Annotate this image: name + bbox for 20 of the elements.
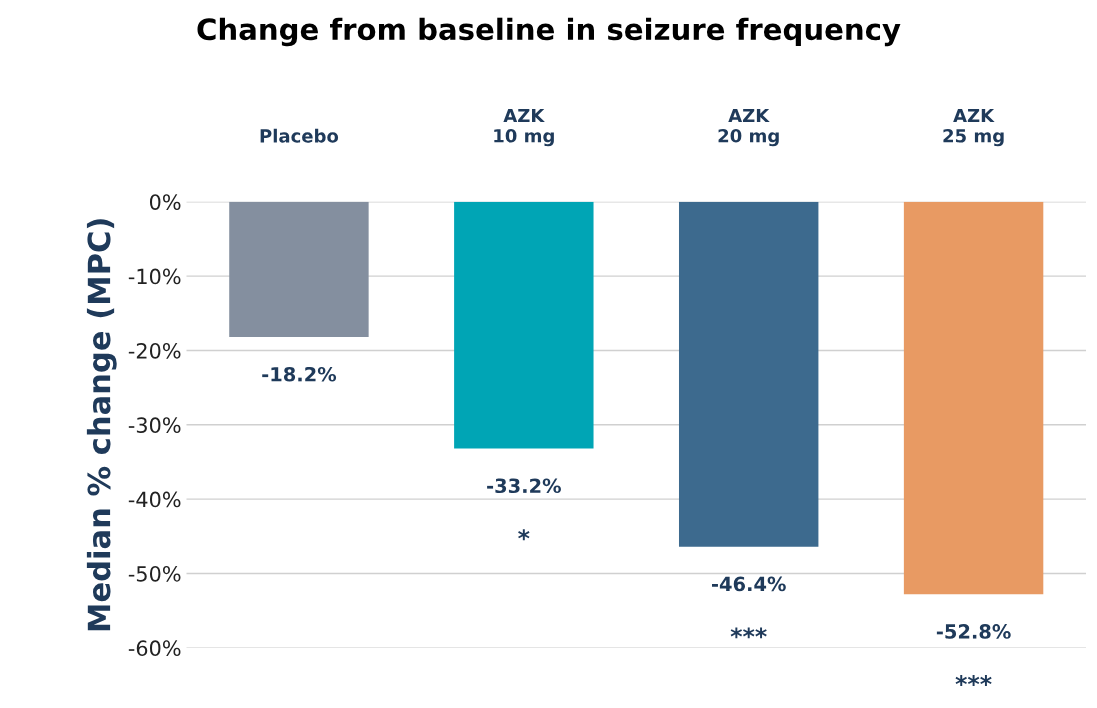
y-tick-label: -20%	[128, 342, 181, 359]
x-tick-label: AZK 10 mg	[494, 108, 554, 147]
y-tick-label: -40%	[128, 491, 181, 508]
chart-title: Change from baseline in seizure frequency	[197, 17, 901, 47]
annotation: *	[518, 529, 530, 541]
annotation: ***	[730, 627, 767, 639]
y-tick-label: -10%	[128, 268, 181, 285]
data-label: -33.2%	[487, 478, 561, 494]
y-tick-label: -60%	[128, 640, 181, 657]
y-tick-label: 0%	[149, 194, 181, 210]
x-tick-label: Placebo	[260, 128, 339, 143]
data-label: -46.4%	[711, 576, 786, 592]
x-tick-label: AZK 20 mg	[718, 108, 779, 147]
y-axis-title: Median % change (MPC)	[86, 219, 117, 631]
text: ***	[955, 674, 992, 686]
data-label: -52.8%	[936, 624, 1011, 639]
y-tick-label: -30%	[128, 417, 181, 434]
data-label: -18.2%	[262, 366, 337, 382]
y-tick-label: -50%	[128, 565, 181, 582]
x-tick-label: AZK 25 mg	[943, 108, 1004, 147]
